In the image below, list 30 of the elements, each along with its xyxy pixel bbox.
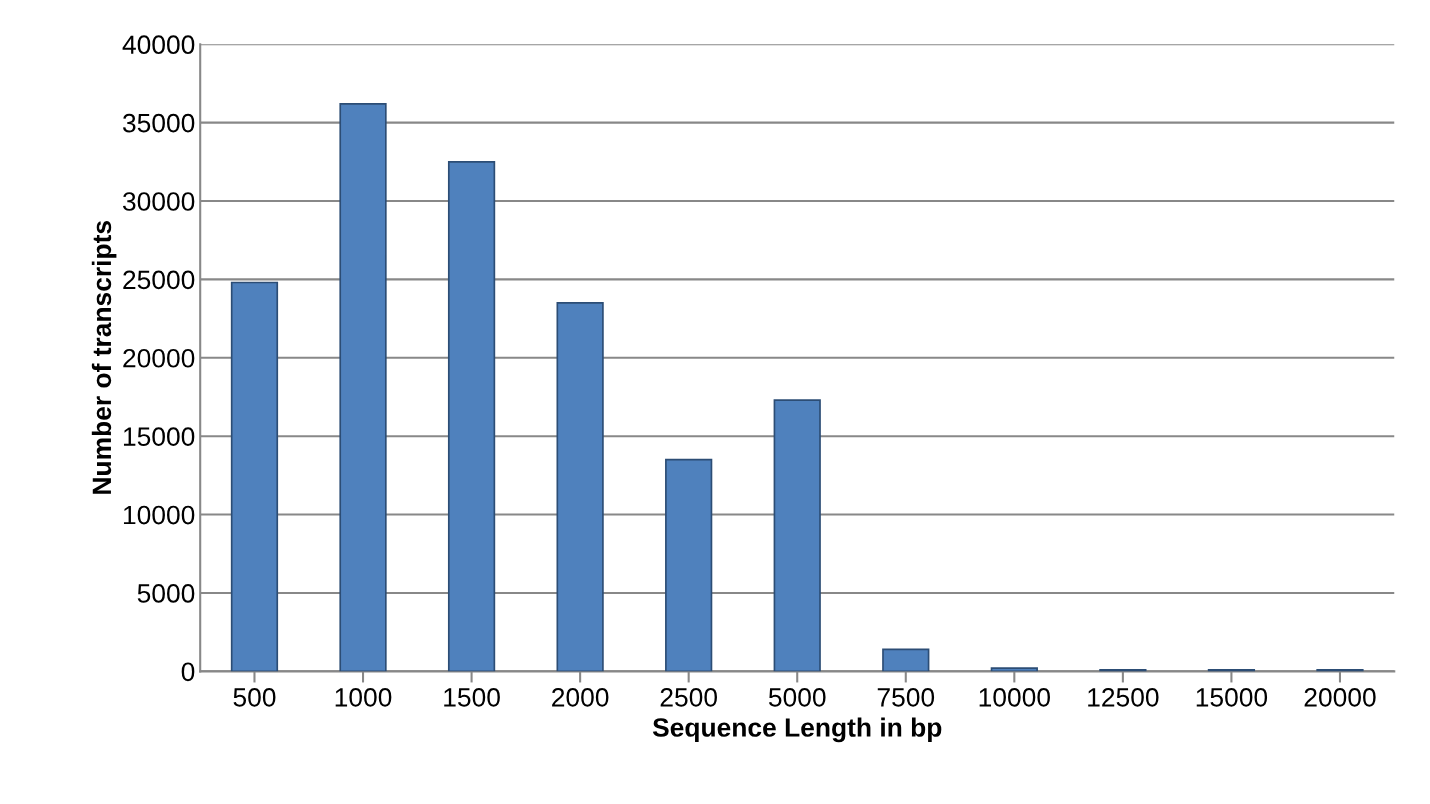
x-tick-label: 1000 <box>335 688 392 707</box>
y-tick-label: 15000 <box>123 427 195 446</box>
bar <box>990 667 1038 672</box>
bar <box>339 102 387 672</box>
x-tick-label: 5000 <box>768 688 826 707</box>
x-tick-label: 7500 <box>877 688 935 707</box>
x-tick-label: 1500 <box>444 688 500 707</box>
x-tick-label: 12500 <box>1088 688 1159 707</box>
y-tick-label: 10000 <box>123 505 195 525</box>
y-tick-label: 30000 <box>122 192 195 211</box>
bar <box>665 458 713 672</box>
x-tick-label: 500 <box>233 688 276 707</box>
bar <box>882 648 930 672</box>
bar <box>230 281 279 672</box>
x-tick-label: 15000 <box>1196 688 1268 707</box>
y-tick-label: 35000 <box>122 113 195 133</box>
x-tick-label: 10000 <box>979 688 1050 707</box>
y-tick-label: 25000 <box>123 270 195 290</box>
x-axis-title: Sequence Length in bp <box>652 717 942 743</box>
y-tick-label: 20000 <box>123 348 195 368</box>
y-tick-label: 40000 <box>122 35 195 55</box>
bar <box>556 302 604 672</box>
x-tick-label: 2500 <box>660 688 717 707</box>
bar <box>447 160 496 672</box>
y-axis-title: Number of transcripts <box>91 221 117 494</box>
x-tick-label: 2000 <box>552 688 609 707</box>
y-tick-label: 5000 <box>137 584 195 603</box>
y-tick-label: 0 <box>181 662 195 682</box>
bar <box>773 399 821 672</box>
x-tick-label: 20000 <box>1304 688 1376 707</box>
